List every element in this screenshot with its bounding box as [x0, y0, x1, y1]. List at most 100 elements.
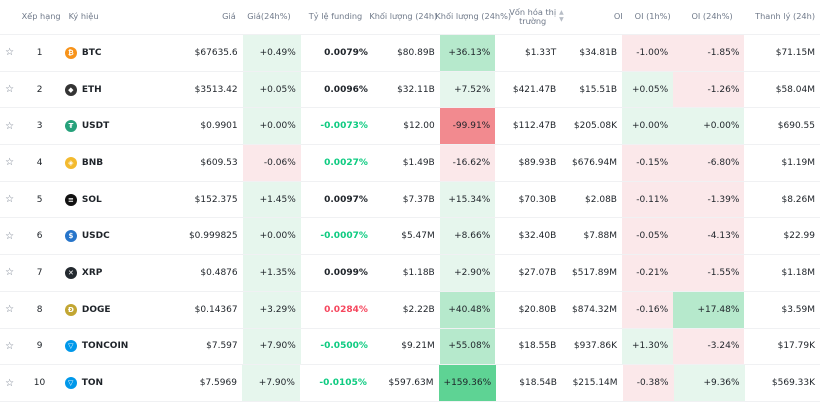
- header-oi-1h[interactable]: OI (1h%): [634, 11, 671, 22]
- header-price-change[interactable]: Giá(24h%): [247, 11, 291, 22]
- star-icon[interactable]: ☆: [5, 157, 15, 169]
- sort-icon[interactable]: ▲ ▼: [559, 9, 564, 23]
- table-row[interactable]: ☆ 6 $ USDC $0.999825 +0.00% -0.0007% $5.47M +8.6…: [0, 218, 820, 256]
- table-row[interactable]: ☆ 3 ₮ USDT $0.9901 +0.00% -0.0073% $12.00 -99.91…: [0, 108, 820, 146]
- symbol-cell[interactable]: ₮ USDT: [60, 108, 136, 144]
- header-rank[interactable]: Xếp hạng: [21, 11, 61, 22]
- star-icon[interactable]: ☆: [5, 47, 15, 59]
- symbol-cell[interactable]: $ USDC: [60, 218, 136, 254]
- star-icon[interactable]: ☆: [5, 267, 15, 279]
- header-market-cap[interactable]: Vốn hóa thị trường ▲ ▼: [504, 0, 569, 34]
- table-row[interactable]: ☆ 7 ✕ XRP $0.4876 +1.35% 0.0099% $1.18B +2.90% $2…: [0, 255, 820, 292]
- price-change: +3.29%: [242, 291, 301, 328]
- market-cap: $421.47B: [512, 84, 557, 95]
- symbol-cell[interactable]: ◈ BNB: [60, 145, 136, 181]
- star-icon[interactable]: ☆: [5, 377, 15, 389]
- star-icon[interactable]: ☆: [5, 340, 15, 352]
- symbol: USDC: [81, 231, 110, 242]
- funding-rate: -0.0073%: [320, 121, 368, 132]
- liquidation: $690.55: [777, 121, 815, 132]
- table-row[interactable]: ☆ 10 ▽ TON $7.5969 +7.90% -0.0105% $597.63M +159…: [0, 365, 820, 402]
- oi-1h-change: -0.21%: [622, 255, 674, 291]
- symbol-cell[interactable]: ≡ SOL: [60, 182, 136, 218]
- table-row[interactable]: ☆ 9 ▽ TONCOIN $7.597 +7.90% -0.0500% $9.21M +55.…: [0, 328, 820, 366]
- oi-1h-change: -0.05%: [622, 218, 674, 255]
- liquidation: $22.99: [783, 231, 816, 242]
- oi-1h-change: -0.16%: [622, 291, 674, 328]
- open-interest: $937.86K: [573, 341, 617, 352]
- volume-change: +8.66%: [439, 218, 496, 255]
- doge-icon: Ð: [64, 303, 77, 316]
- usdc-icon: $: [64, 230, 77, 243]
- funding-rate: 0.0284%: [324, 304, 368, 315]
- liquidation: $8.26M: [781, 194, 815, 205]
- symbol-cell[interactable]: ₿ BTC: [60, 35, 136, 71]
- price: $7.5969: [199, 378, 237, 389]
- rank: 7: [36, 267, 43, 278]
- ton-icon: ▽: [64, 377, 77, 390]
- header-liquidation[interactable]: Thanh lý (24h): [755, 11, 816, 22]
- rank: 3: [36, 121, 43, 132]
- price: $0.14367: [194, 304, 238, 315]
- price: $0.999825: [188, 231, 238, 242]
- funding-rate: -0.0105%: [319, 378, 367, 389]
- solana-icon: ≡: [64, 193, 77, 206]
- symbol-cell[interactable]: ▽ TONCOIN: [60, 329, 136, 365]
- volume: $80.89B: [397, 47, 435, 58]
- symbol-cell[interactable]: ◆ ETH: [60, 72, 136, 108]
- symbol: ETH: [81, 84, 102, 95]
- oi-24h-change: -1.55%: [673, 255, 745, 291]
- symbol-cell[interactable]: ▽ TON: [60, 365, 135, 401]
- volume-change: -99.91%: [439, 108, 496, 145]
- header-market-cap-line2: trường: [519, 16, 547, 26]
- header-volume[interactable]: Khối lượng (24h): [369, 11, 438, 22]
- oi-1h-change: +0.05%: [622, 71, 674, 108]
- volume: $1.49B: [402, 157, 435, 168]
- header-oi[interactable]: OI: [613, 11, 623, 22]
- header-price[interactable]: Giá: [222, 11, 236, 22]
- liquidation: $71.15M: [775, 47, 815, 58]
- volume: $12.00: [403, 121, 435, 132]
- header-symbol[interactable]: Ký hiệu: [68, 11, 99, 22]
- star-icon[interactable]: ☆: [5, 230, 15, 242]
- funding-rate: 0.0027%: [324, 157, 368, 168]
- volume: $2.22B: [402, 304, 435, 315]
- symbol: BTC: [81, 47, 102, 58]
- table-row[interactable]: ☆ 1 ₿ BTC $67635.6 +0.49% 0.0079% $80.89B +36.13…: [0, 35, 820, 72]
- symbol-cell[interactable]: Ð DOGE: [60, 292, 136, 328]
- rank: 1: [36, 47, 43, 58]
- volume-change: +40.48%: [439, 291, 496, 328]
- rank: 2: [36, 84, 43, 95]
- header-volume-change[interactable]: Khối lượng (24h%): [435, 11, 512, 22]
- header-oi-24h[interactable]: OI (24h%): [691, 11, 733, 22]
- rank: 6: [36, 231, 43, 242]
- table-row[interactable]: ☆ 8 Ð DOGE $0.14367 +3.29% 0.0284% $2.22B +40.48…: [0, 291, 820, 329]
- price: $152.375: [194, 194, 238, 205]
- oi-1h-change: +0.00%: [622, 108, 674, 145]
- table-row[interactable]: ☆ 4 ◈ BNB $609.53 -0.06% 0.0027% $1.49B -16.62% $…: [0, 145, 820, 182]
- open-interest: $215.14M: [572, 378, 618, 389]
- funding-rate: 0.0099%: [324, 267, 368, 278]
- table-row[interactable]: ☆ 5 ≡ SOL $152.375 +1.45% 0.0097% $7.37B +15.34%…: [0, 181, 820, 219]
- price-change: +0.49%: [242, 35, 301, 71]
- star-icon[interactable]: ☆: [5, 84, 15, 96]
- oi-1h-change: +1.30%: [622, 328, 674, 365]
- volume: $9.21M: [401, 341, 435, 352]
- header-funding[interactable]: Tỷ lệ funding: [308, 11, 363, 22]
- oi-1h-change: -0.38%: [622, 365, 674, 401]
- symbol: DOGE: [81, 304, 111, 315]
- ethereum-icon: ◆: [64, 83, 77, 96]
- star-icon[interactable]: ☆: [5, 194, 15, 206]
- market-cap: $18.55B: [518, 341, 557, 352]
- price: $7.597: [206, 341, 238, 352]
- oi-24h-change: -1.39%: [673, 181, 745, 218]
- table-row[interactable]: ☆ 2 ◆ ETH $3513.42 +0.05% 0.0096% $32.11B +7.52%…: [0, 71, 820, 109]
- volume: $1.18B: [402, 267, 435, 278]
- star-icon[interactable]: ☆: [5, 120, 15, 132]
- volume: $5.47M: [401, 231, 435, 242]
- price-change: +1.45%: [242, 181, 301, 218]
- volume-change: +15.34%: [439, 181, 496, 218]
- symbol-cell[interactable]: ✕ XRP: [60, 255, 136, 291]
- market-cap: $70.30B: [518, 194, 557, 205]
- star-icon[interactable]: ☆: [5, 304, 15, 316]
